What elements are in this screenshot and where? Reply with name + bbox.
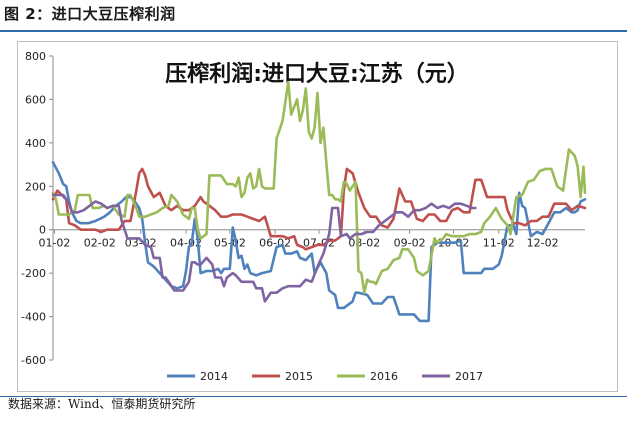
x-tick-label: 12-02 (527, 237, 559, 250)
x-tick-label: 08-02 (348, 237, 380, 250)
chart-title: 压榨利润:进口大豆:江苏（元） (165, 61, 469, 87)
x-tick-label: 04-02 (170, 237, 202, 250)
figure-caption: 图 2：进口大豆压榨利润 (4, 5, 176, 23)
y-tick-label: 400 (25, 137, 46, 150)
y-axis: 800 600 400 200 0 -200 -400 -600 (21, 50, 54, 367)
x-tick-label: 05-02 (214, 237, 246, 250)
y-tick-label: -600 (21, 354, 46, 367)
y-tick-label: 600 (25, 93, 46, 106)
series-layer (51, 80, 587, 323)
y-tick-label: 0 (39, 224, 46, 237)
legend-label-2015: 2015 (285, 370, 313, 383)
footer-divider (0, 396, 627, 397)
y-tick-label: 200 (25, 180, 46, 193)
x-tick-label: 01-02 (38, 237, 70, 250)
legend-label-2016: 2016 (370, 370, 398, 383)
legend: 2014 2015 2016 2017 (167, 370, 483, 383)
series-line-2015 (51, 167, 587, 251)
x-tick-label: 09-02 (394, 237, 426, 250)
x-tick-label: 02-02 (84, 237, 116, 250)
legend-label-2014: 2014 (200, 370, 228, 383)
y-tick-label: 800 (25, 50, 46, 63)
y-tick-label: -400 (21, 311, 46, 324)
series-line-2016 (51, 80, 587, 294)
source-note: 数据来源：Wind、恒泰期货研究所 (8, 397, 196, 411)
x-tick-label: 11-02 (483, 237, 515, 250)
series-line-2017 (51, 193, 477, 303)
line-chart: 压榨利润:进口大豆:江苏（元） 800 600 400 200 0 -200 -400 -60… (21, 50, 587, 383)
legend-label-2017: 2017 (455, 370, 483, 383)
y-tick-label: -200 (21, 267, 46, 280)
caption-divider (0, 30, 627, 32)
